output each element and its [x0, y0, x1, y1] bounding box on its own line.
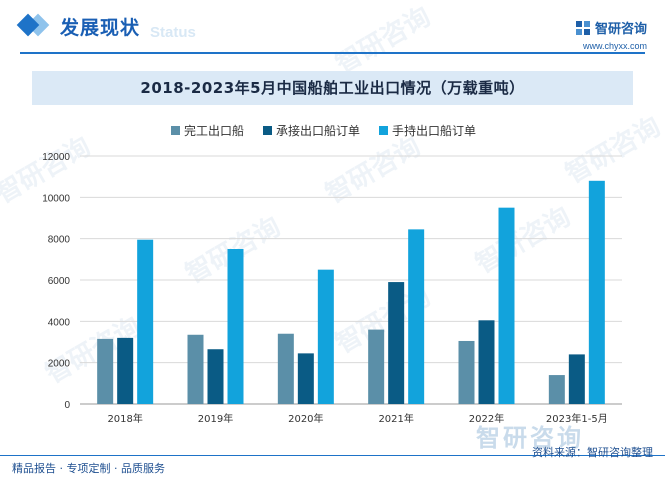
bar: [187, 334, 204, 404]
watermark-logo: 智研咨询: [476, 424, 584, 452]
x-tick-label: 2020年: [288, 412, 323, 425]
x-tick-label: 2021年: [378, 412, 413, 425]
y-tick-label: 12000: [42, 152, 70, 163]
bar: [588, 180, 605, 404]
bar: [207, 349, 224, 404]
bar: [498, 207, 515, 404]
status-watermark: Status: [150, 24, 196, 41]
legend-label: 手持出口船订单: [392, 123, 476, 138]
bar: [408, 229, 425, 404]
y-tick-label: 2000: [48, 359, 71, 370]
x-tick-label: 2019年: [198, 412, 233, 425]
brand-url: www.chyxx.com: [582, 41, 647, 51]
bar: [97, 338, 114, 404]
chart-title: 2018-2023年5月中国船舶工业出口情况（万载重吨）: [140, 79, 525, 97]
bar: [568, 354, 585, 404]
x-tick-label: 2022年: [469, 412, 504, 425]
y-tick-label: 0: [64, 400, 70, 411]
y-tick-label: 6000: [48, 276, 71, 287]
x-tick-label: 2018年: [107, 412, 142, 425]
brand-name: 智研咨询: [594, 22, 647, 37]
bar: [137, 239, 154, 404]
bar: [458, 340, 475, 404]
bar: [277, 333, 294, 404]
y-tick-label: 4000: [48, 317, 71, 328]
legend-label: 承接出口船订单: [276, 123, 360, 138]
bar: [117, 337, 134, 404]
section-title: 发展现状: [60, 17, 141, 39]
legend-swatch: [263, 126, 272, 135]
x-axis: 2018年 2019年 2020年 2021年 2022年 2023年1-5月: [107, 412, 607, 425]
grid-lines: [80, 155, 622, 405]
brand: 智研咨询: [575, 18, 647, 37]
bar: [478, 320, 495, 404]
brand-logo-icon: [575, 20, 590, 35]
data-source: 资料来源：智研咨询整理: [532, 446, 653, 459]
header-divider: [20, 52, 645, 54]
footer-slogan: 精品报告 · 专项定制 · 品质服务: [12, 462, 165, 475]
y-tick-label: 8000: [48, 235, 71, 246]
chart-title-band: 2018-2023年5月中国船舶工业出口情况（万载重吨）: [32, 71, 633, 105]
bar: [317, 269, 334, 404]
bar: [227, 249, 244, 404]
bar: [368, 329, 385, 404]
footer-divider: [0, 455, 665, 456]
legend-label: 完工出口船: [184, 123, 244, 138]
y-axis: 0 2000 4000 6000 8000 10000 12000: [42, 152, 70, 411]
legend-swatch: [379, 126, 388, 135]
legend-swatch: [171, 126, 180, 135]
y-tick-label: 10000: [42, 193, 70, 204]
bars: [97, 180, 605, 404]
bar: [548, 375, 565, 404]
x-tick-label: 2023年1-5月: [546, 412, 608, 425]
legend: 完工出口船 承接出口船订单 手持出口船订单: [171, 123, 476, 138]
bar: [297, 353, 314, 404]
bar: [388, 282, 405, 404]
page-header: Status 发展现状 智研咨询 www.chyxx.com: [0, 0, 665, 54]
